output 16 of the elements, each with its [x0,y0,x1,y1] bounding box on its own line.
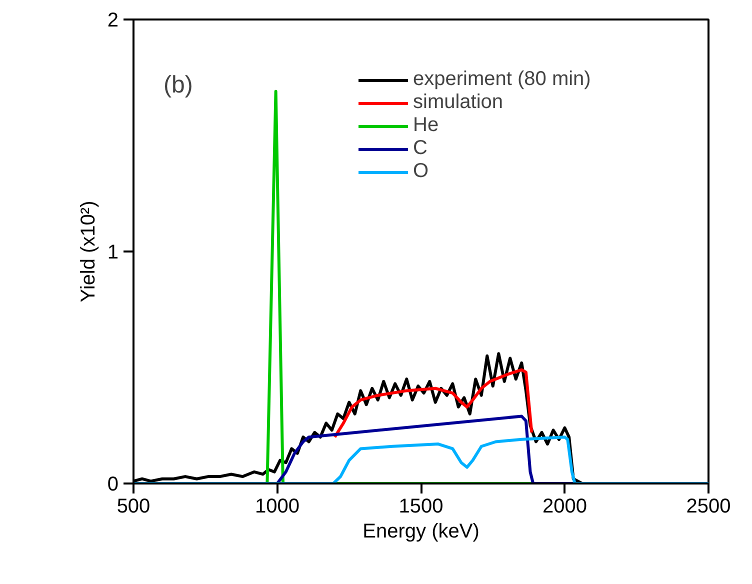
x-tick-label: 2000 [542,496,588,518]
y-tick-label: 2 [107,10,118,32]
y-axis-title: Yield (x10²) [77,200,100,302]
annotation: (b) [164,72,193,98]
legend-label: experiment (80 min) [413,68,591,91]
y-tick-label: 1 [107,242,118,264]
x-tick-label: 1500 [398,496,444,518]
legend-label: He [413,114,439,137]
x-tick-label: 500 [116,496,150,518]
x-tick-label: 1000 [255,496,300,518]
legend-label: O [413,160,430,183]
x-axis-title: Energy (keV) [362,520,480,542]
y-tick-label: 0 [107,474,118,496]
legend-label: simulation [413,91,504,114]
x-tick-label: 2500 [686,496,731,518]
legend-label: C [413,137,428,160]
